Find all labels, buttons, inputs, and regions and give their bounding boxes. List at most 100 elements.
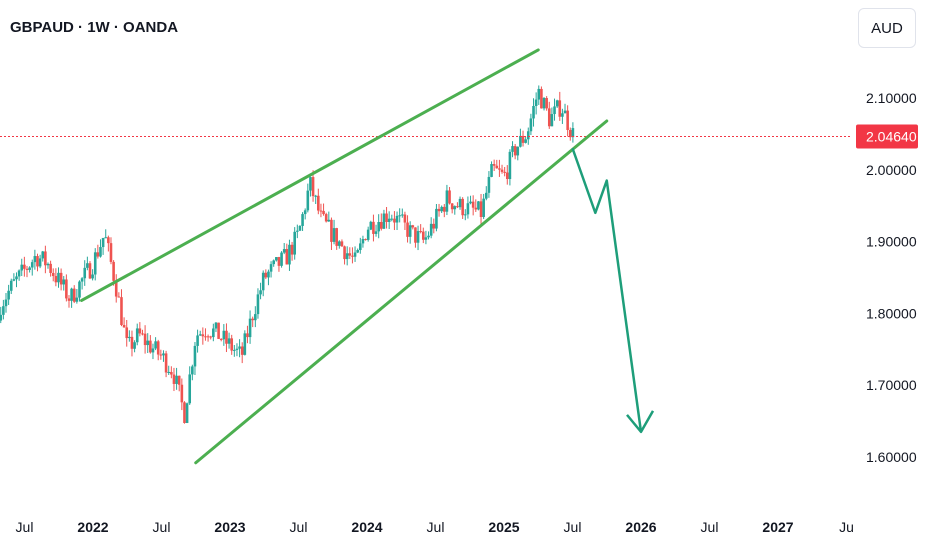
candle-body — [188, 374, 192, 404]
candle-body — [550, 114, 554, 127]
candle-body — [272, 260, 275, 265]
candle-body — [164, 353, 168, 373]
candle-body — [311, 177, 315, 197]
candle-body — [571, 128, 575, 138]
candle-body — [335, 228, 338, 246]
candle-body — [180, 384, 184, 403]
candle-body — [62, 279, 66, 285]
candle-body — [141, 333, 144, 335]
time-axis[interactable]: Jul 2022 Jul 2023 Jul 2024 Jul 2025 Jul 2026 Jul 20… — [16, 519, 854, 535]
candle-body — [191, 366, 194, 375]
candle-body — [317, 195, 320, 211]
candle-body — [114, 280, 118, 297]
candle-body — [206, 336, 210, 338]
candle-body — [568, 129, 572, 138]
candle-body — [492, 164, 496, 166]
candle-body — [288, 244, 291, 265]
candle-body — [256, 294, 260, 315]
candle-body — [479, 201, 483, 217]
candle-body — [91, 274, 94, 279]
candle-body — [427, 235, 430, 238]
candle-body — [322, 210, 325, 215]
candle-body — [138, 328, 142, 334]
candle-body — [264, 272, 268, 278]
candle-body — [498, 168, 501, 170]
candle-body — [445, 190, 449, 212]
candle-body — [469, 201, 472, 204]
candle-body — [175, 375, 178, 384]
price-tick-label: 1.90000 — [866, 234, 917, 250]
candle-body — [542, 98, 546, 109]
candle-body — [86, 263, 89, 268]
projection-arrow-layer — [571, 147, 655, 434]
candle-body — [7, 290, 10, 300]
candle-body — [458, 198, 462, 208]
candle-body — [432, 223, 436, 229]
candle-body — [369, 221, 373, 230]
candle-body — [296, 230, 299, 232]
candle-body — [107, 237, 110, 244]
candle-body — [196, 335, 199, 346]
candle-body — [521, 135, 525, 143]
candle-body — [393, 218, 396, 223]
candle-body — [403, 214, 407, 223]
candle-body — [33, 256, 37, 263]
candle-body — [306, 190, 310, 211]
candle-body — [566, 110, 569, 130]
candle-body — [9, 280, 13, 291]
current-price-tag-bg — [856, 124, 918, 149]
time-tick-label: Jul — [16, 519, 34, 535]
candle-body — [534, 99, 538, 106]
trendline-lower-support[interactable] — [194, 119, 609, 465]
candle-body — [183, 402, 186, 423]
candle-body — [225, 330, 228, 344]
projection-path[interactable] — [571, 147, 643, 433]
candle-body — [128, 336, 131, 339]
candle-body — [474, 207, 478, 210]
candle-body — [419, 231, 422, 233]
candle-body — [280, 252, 283, 266]
time-tick-label: Jul — [427, 519, 445, 535]
candle-body — [505, 172, 509, 180]
candle-body — [516, 146, 520, 156]
candle-body — [177, 375, 181, 385]
candle-body — [99, 247, 102, 257]
candle-body — [411, 225, 415, 228]
candle-body — [78, 281, 81, 298]
candle-body — [529, 118, 533, 132]
candle-body — [448, 190, 451, 204]
candle-body — [151, 348, 155, 353]
candle-body — [83, 267, 87, 279]
candle-body — [104, 237, 108, 239]
candle-body — [340, 241, 344, 247]
candle-body — [338, 241, 341, 246]
price-axis[interactable]: 2.10000 2.00000 1.90000 1.80000 1.70000 1.600… — [866, 90, 917, 465]
candle-body — [309, 177, 312, 191]
time-tick-label: Ju — [839, 519, 854, 535]
time-tick-label: Jul — [701, 519, 719, 535]
candle-body — [495, 165, 499, 169]
candle-body — [408, 225, 412, 237]
candle-body — [80, 278, 84, 282]
candle-body — [269, 264, 273, 272]
trendline-upper-resistance[interactable] — [80, 48, 540, 302]
candle-body — [540, 88, 543, 109]
time-tick-label: Jul — [153, 519, 171, 535]
candle-body — [290, 244, 294, 255]
candle-body — [240, 346, 244, 355]
candle-body — [222, 330, 226, 340]
candle-body — [390, 218, 394, 220]
candle-body — [185, 403, 189, 423]
candle-body — [298, 225, 302, 231]
candle-body — [277, 257, 281, 266]
price-tick-label: 2.00000 — [866, 162, 917, 178]
candle-body — [125, 327, 129, 339]
candle-body — [359, 243, 362, 251]
candle-body — [112, 261, 115, 281]
candle-body — [193, 345, 197, 367]
currency-button[interactable]: AUD — [858, 8, 916, 48]
candle-body — [442, 206, 446, 212]
candle-body — [285, 249, 289, 265]
trendlines-layer — [80, 48, 609, 465]
